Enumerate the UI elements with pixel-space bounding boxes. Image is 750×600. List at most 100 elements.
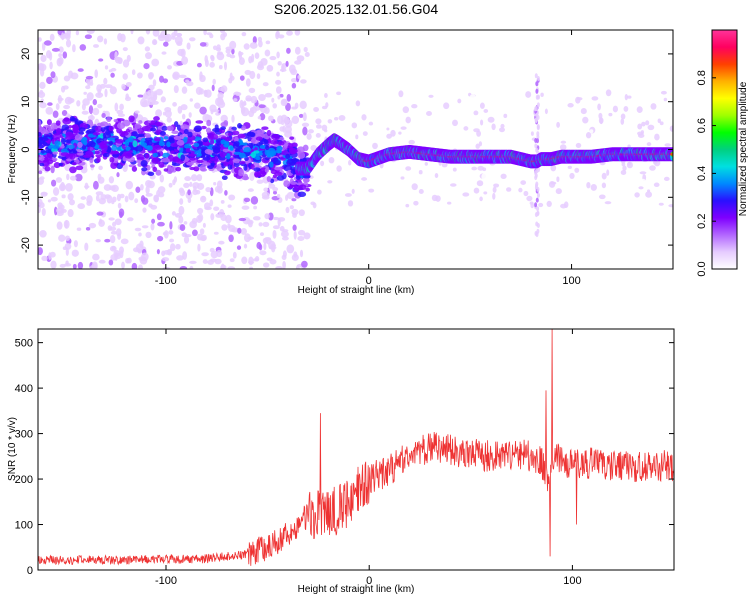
heatmap-cell	[100, 127, 106, 132]
heatmap-cell	[179, 266, 188, 269]
heatmap-cell	[189, 265, 194, 269]
heatmap-cell	[637, 123, 643, 130]
heatmap-cell	[153, 194, 159, 203]
heatmap-cell	[536, 131, 540, 137]
heatmap-cell	[361, 177, 368, 181]
heatmap-cell	[104, 65, 109, 70]
heatmap-cell	[145, 231, 152, 239]
x-ticks: -100 0 100	[155, 329, 582, 587]
heatmap-cell	[147, 171, 155, 176]
heatmap-cell	[268, 245, 277, 250]
x-tick-label: -100	[155, 575, 177, 587]
heatmap-cell	[161, 152, 171, 158]
heatmap-cell	[275, 79, 282, 85]
heatmap-cell	[122, 163, 128, 173]
heatmap-cell	[77, 261, 84, 269]
heatmap-cell	[288, 146, 294, 153]
heatmap-cell	[81, 110, 89, 115]
heatmap-cell	[548, 180, 556, 188]
heatmap-cell	[128, 191, 135, 201]
heatmap-cell	[302, 174, 311, 179]
heatmap-cell	[241, 32, 247, 37]
heatmap-cell	[88, 222, 97, 229]
heatmap-cell	[212, 45, 218, 51]
heatmap-cell	[238, 160, 246, 165]
heatmap-cell	[301, 260, 308, 268]
heatmap-cell	[462, 192, 470, 197]
heatmap-cell	[116, 172, 120, 178]
heatmap-cell	[247, 188, 254, 192]
heatmap-cell	[84, 34, 92, 40]
heatmap-cell	[205, 187, 212, 193]
heatmap-cell	[647, 124, 655, 131]
heatmap-cell	[187, 197, 192, 203]
heatmap-cell	[79, 44, 87, 51]
heatmap-cell	[146, 145, 153, 151]
heatmap-cells	[38, 30, 673, 269]
heatmap-cell	[95, 194, 100, 202]
heatmap-cell	[57, 94, 62, 104]
heatmap-cell	[293, 230, 297, 240]
heatmap-cell	[273, 157, 279, 162]
heatmap-cell	[134, 198, 139, 204]
heatmap-cell	[166, 141, 171, 148]
heatmap-cell	[75, 165, 84, 171]
heatmap-cell	[243, 164, 248, 171]
heatmap-cell	[639, 171, 647, 175]
heatmap-cell	[69, 153, 76, 160]
heatmap-cell	[284, 130, 293, 138]
heatmap-cell	[108, 217, 115, 221]
heatmap-cell	[262, 221, 270, 228]
heatmap-cell	[86, 92, 94, 101]
heatmap-cell	[146, 140, 153, 146]
heatmap-cell	[56, 221, 63, 230]
heatmap-cell	[108, 259, 114, 266]
heatmap-cell	[115, 138, 125, 144]
heatmap-cell	[475, 143, 480, 149]
snr-series-line	[37, 328, 675, 566]
heatmap-cell	[243, 142, 248, 146]
heatmap-cell	[138, 264, 143, 269]
heatmap-cell	[298, 229, 306, 236]
heatmap-cell	[236, 245, 242, 250]
heatmap-cell	[175, 166, 182, 172]
heatmap-cell	[39, 202, 45, 209]
heatmap-cell	[38, 247, 43, 256]
heatmap-cell	[209, 61, 215, 68]
heatmap-cell	[258, 40, 263, 48]
heatmap-cell	[271, 133, 280, 141]
heatmap-cell	[413, 200, 419, 206]
heatmap-cell	[64, 33, 71, 41]
heatmap-cell	[196, 62, 202, 68]
heatmap-cell	[158, 161, 165, 168]
heatmap-cell	[257, 116, 262, 120]
heatmap-cell	[178, 215, 184, 224]
heatmap-cell	[351, 188, 355, 194]
heatmap-cell	[98, 58, 104, 62]
heatmap-cell	[286, 191, 295, 200]
heatmap-cell	[297, 151, 306, 159]
heatmap-cell	[194, 102, 201, 109]
heatmap-cell	[39, 102, 47, 109]
heatmap-cell	[229, 145, 234, 151]
heatmap-cell	[250, 163, 255, 170]
heatmap-cell	[181, 113, 186, 120]
heatmap-cell	[473, 110, 479, 116]
heatmap-cell	[604, 201, 612, 205]
heatmap-cell	[559, 144, 567, 151]
heatmap-cell	[197, 243, 201, 252]
heatmap-cell	[103, 38, 108, 45]
heatmap-cell	[145, 185, 150, 195]
heatmap-cell	[514, 94, 521, 98]
heatmap-cell	[56, 57, 63, 67]
heatmap-cell	[109, 235, 116, 244]
heatmap-cell	[75, 30, 80, 36]
heatmap-cell	[298, 113, 304, 118]
heatmap-cell	[536, 228, 540, 234]
heatmap-cell	[239, 75, 245, 81]
heatmap-cell	[138, 120, 143, 124]
heatmap-cell	[179, 147, 184, 153]
heatmap-cell	[500, 123, 505, 129]
heatmap-cell	[50, 165, 55, 174]
heatmap-cell	[555, 188, 562, 195]
